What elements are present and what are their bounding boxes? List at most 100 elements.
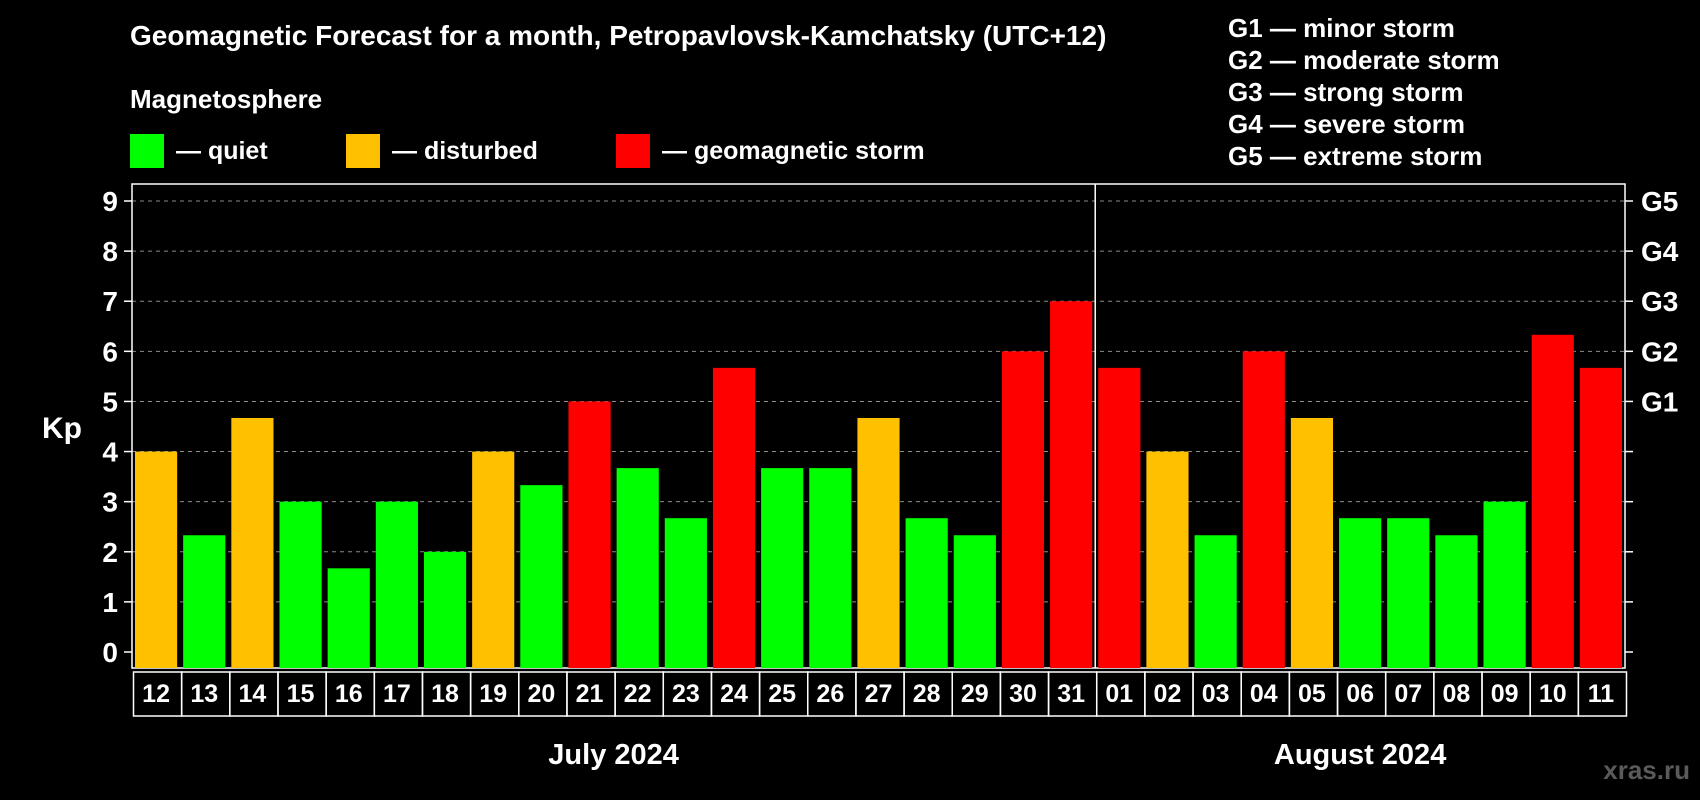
kp-bar — [1001, 351, 1045, 668]
legend-item-disturbed: — disturbed — [346, 134, 538, 168]
kp-bar — [1290, 417, 1334, 668]
x-tick-label: 08 — [1443, 680, 1471, 708]
x-tick-label: 19 — [479, 680, 507, 708]
legend-item-quiet: — quiet — [130, 134, 268, 168]
storm-level-axis-label: G5 — [1641, 186, 1678, 217]
x-tick-label: 09 — [1491, 680, 1519, 708]
kp-bar — [1531, 334, 1574, 668]
kp-bar — [1483, 501, 1526, 668]
y-tick-label: 1 — [102, 587, 118, 618]
kp-bar — [1339, 518, 1382, 668]
x-tick-label: 17 — [383, 680, 411, 708]
x-tick-label: 10 — [1539, 680, 1567, 708]
x-tick-label: 13 — [190, 680, 218, 708]
kp-bar — [761, 468, 804, 668]
y-tick-label: 0 — [102, 637, 118, 668]
x-tick-label: 15 — [287, 680, 315, 708]
y-tick-label: 7 — [102, 286, 118, 317]
x-tick-label: 22 — [624, 680, 652, 708]
x-tick-label: 05 — [1298, 680, 1326, 708]
y-tick-label: 3 — [102, 487, 118, 518]
legend-label-disturbed: — disturbed — [392, 136, 538, 165]
legend-swatch-disturbed — [346, 134, 380, 168]
storm-level-list: G1 — minor storm G2 — moderate storm G3 … — [1228, 12, 1500, 172]
y-tick-label: 5 — [102, 386, 118, 417]
x-tick-label: 23 — [672, 680, 700, 708]
storm-level-g5: G5 — extreme storm — [1228, 141, 1483, 171]
y-axis-label: Kp — [42, 412, 82, 445]
kp-bar — [183, 535, 226, 668]
y-tick-label: 4 — [102, 437, 118, 468]
x-tick-label: 11 — [1588, 680, 1615, 708]
y-tick-label: 6 — [102, 336, 118, 367]
x-tick-label: 04 — [1250, 680, 1278, 708]
kp-bar — [423, 551, 467, 668]
x-tick-label: 29 — [961, 680, 989, 708]
x-tick-label: 27 — [865, 680, 893, 708]
legend-item-storm: — geomagnetic storm — [616, 134, 925, 168]
x-tick-label: 06 — [1346, 680, 1374, 708]
x-tick-label: 21 — [576, 680, 604, 708]
y-tick-label: 8 — [102, 236, 118, 267]
storm-level-axis-label: G3 — [1641, 286, 1678, 317]
kp-bar — [664, 518, 707, 668]
x-tick-label: 16 — [335, 680, 363, 708]
x-tick-label: 25 — [768, 680, 796, 708]
x-tick-label: 28 — [913, 680, 941, 708]
kp-bar — [520, 485, 563, 668]
kp-bar — [616, 468, 659, 668]
storm-level-axis-label: G4 — [1641, 236, 1679, 267]
x-tick-label: 18 — [431, 680, 459, 708]
x-tick-label: 30 — [1009, 680, 1037, 708]
kp-bar — [327, 568, 370, 668]
legend-swatch-quiet — [130, 134, 164, 168]
month-label: August 2024 — [1274, 739, 1446, 771]
kp-bar — [1387, 518, 1430, 668]
x-tick-label: 03 — [1202, 680, 1230, 708]
kp-bar — [809, 468, 852, 668]
kp-bar — [1098, 367, 1141, 668]
kp-bar — [953, 535, 996, 668]
legend-heading: Magnetosphere — [130, 84, 323, 114]
kp-bar — [568, 401, 611, 668]
month-label: July 2024 — [548, 739, 679, 771]
chart-title: Geomagnetic Forecast for a month, Petrop… — [130, 20, 1107, 51]
kp-bar — [1242, 351, 1285, 668]
storm-level-g4: G4 — severe storm — [1228, 109, 1466, 139]
x-tick-label: 07 — [1394, 680, 1422, 708]
kp-bar — [375, 501, 418, 668]
x-tick-box — [1577, 671, 1628, 717]
storm-level-g2: G2 — moderate storm — [1228, 45, 1500, 75]
watermark: xras.ru — [1603, 755, 1690, 785]
kp-bar — [1050, 301, 1093, 668]
kp-bar — [135, 451, 178, 668]
x-tick-label: 26 — [816, 680, 844, 708]
x-tick-label: 12 — [142, 680, 170, 708]
y-tick-label: 2 — [102, 537, 118, 568]
kp-bar — [1435, 535, 1478, 668]
storm-level-axis-label: G2 — [1641, 336, 1678, 367]
x-tick-label: 20 — [527, 680, 555, 708]
legend-label-storm: — geomagnetic storm — [662, 136, 925, 165]
kp-bar — [1146, 451, 1189, 668]
x-tick-label: 02 — [1154, 680, 1182, 708]
x-tick-label: 14 — [238, 680, 266, 708]
kp-bar — [712, 367, 756, 668]
x-tick-label: 01 — [1105, 680, 1133, 708]
legend-swatch-storm — [616, 134, 650, 168]
y-tick-label: 9 — [102, 186, 118, 217]
kp-bar — [1579, 367, 1622, 668]
kp-bar — [231, 417, 274, 668]
x-tick-label: 24 — [720, 680, 748, 708]
kp-bar — [472, 451, 515, 668]
kp-bar — [905, 518, 948, 668]
x-tick-label: 31 — [1057, 680, 1085, 708]
legend-label-quiet: — quiet — [176, 136, 268, 165]
storm-level-g3: G3 — strong storm — [1228, 77, 1464, 107]
storm-level-g1: G1 — minor storm — [1228, 13, 1455, 43]
kp-bar — [857, 417, 900, 668]
kp-bar — [279, 501, 322, 668]
storm-level-axis-label: G1 — [1641, 386, 1678, 417]
kp-bar — [1194, 535, 1237, 668]
